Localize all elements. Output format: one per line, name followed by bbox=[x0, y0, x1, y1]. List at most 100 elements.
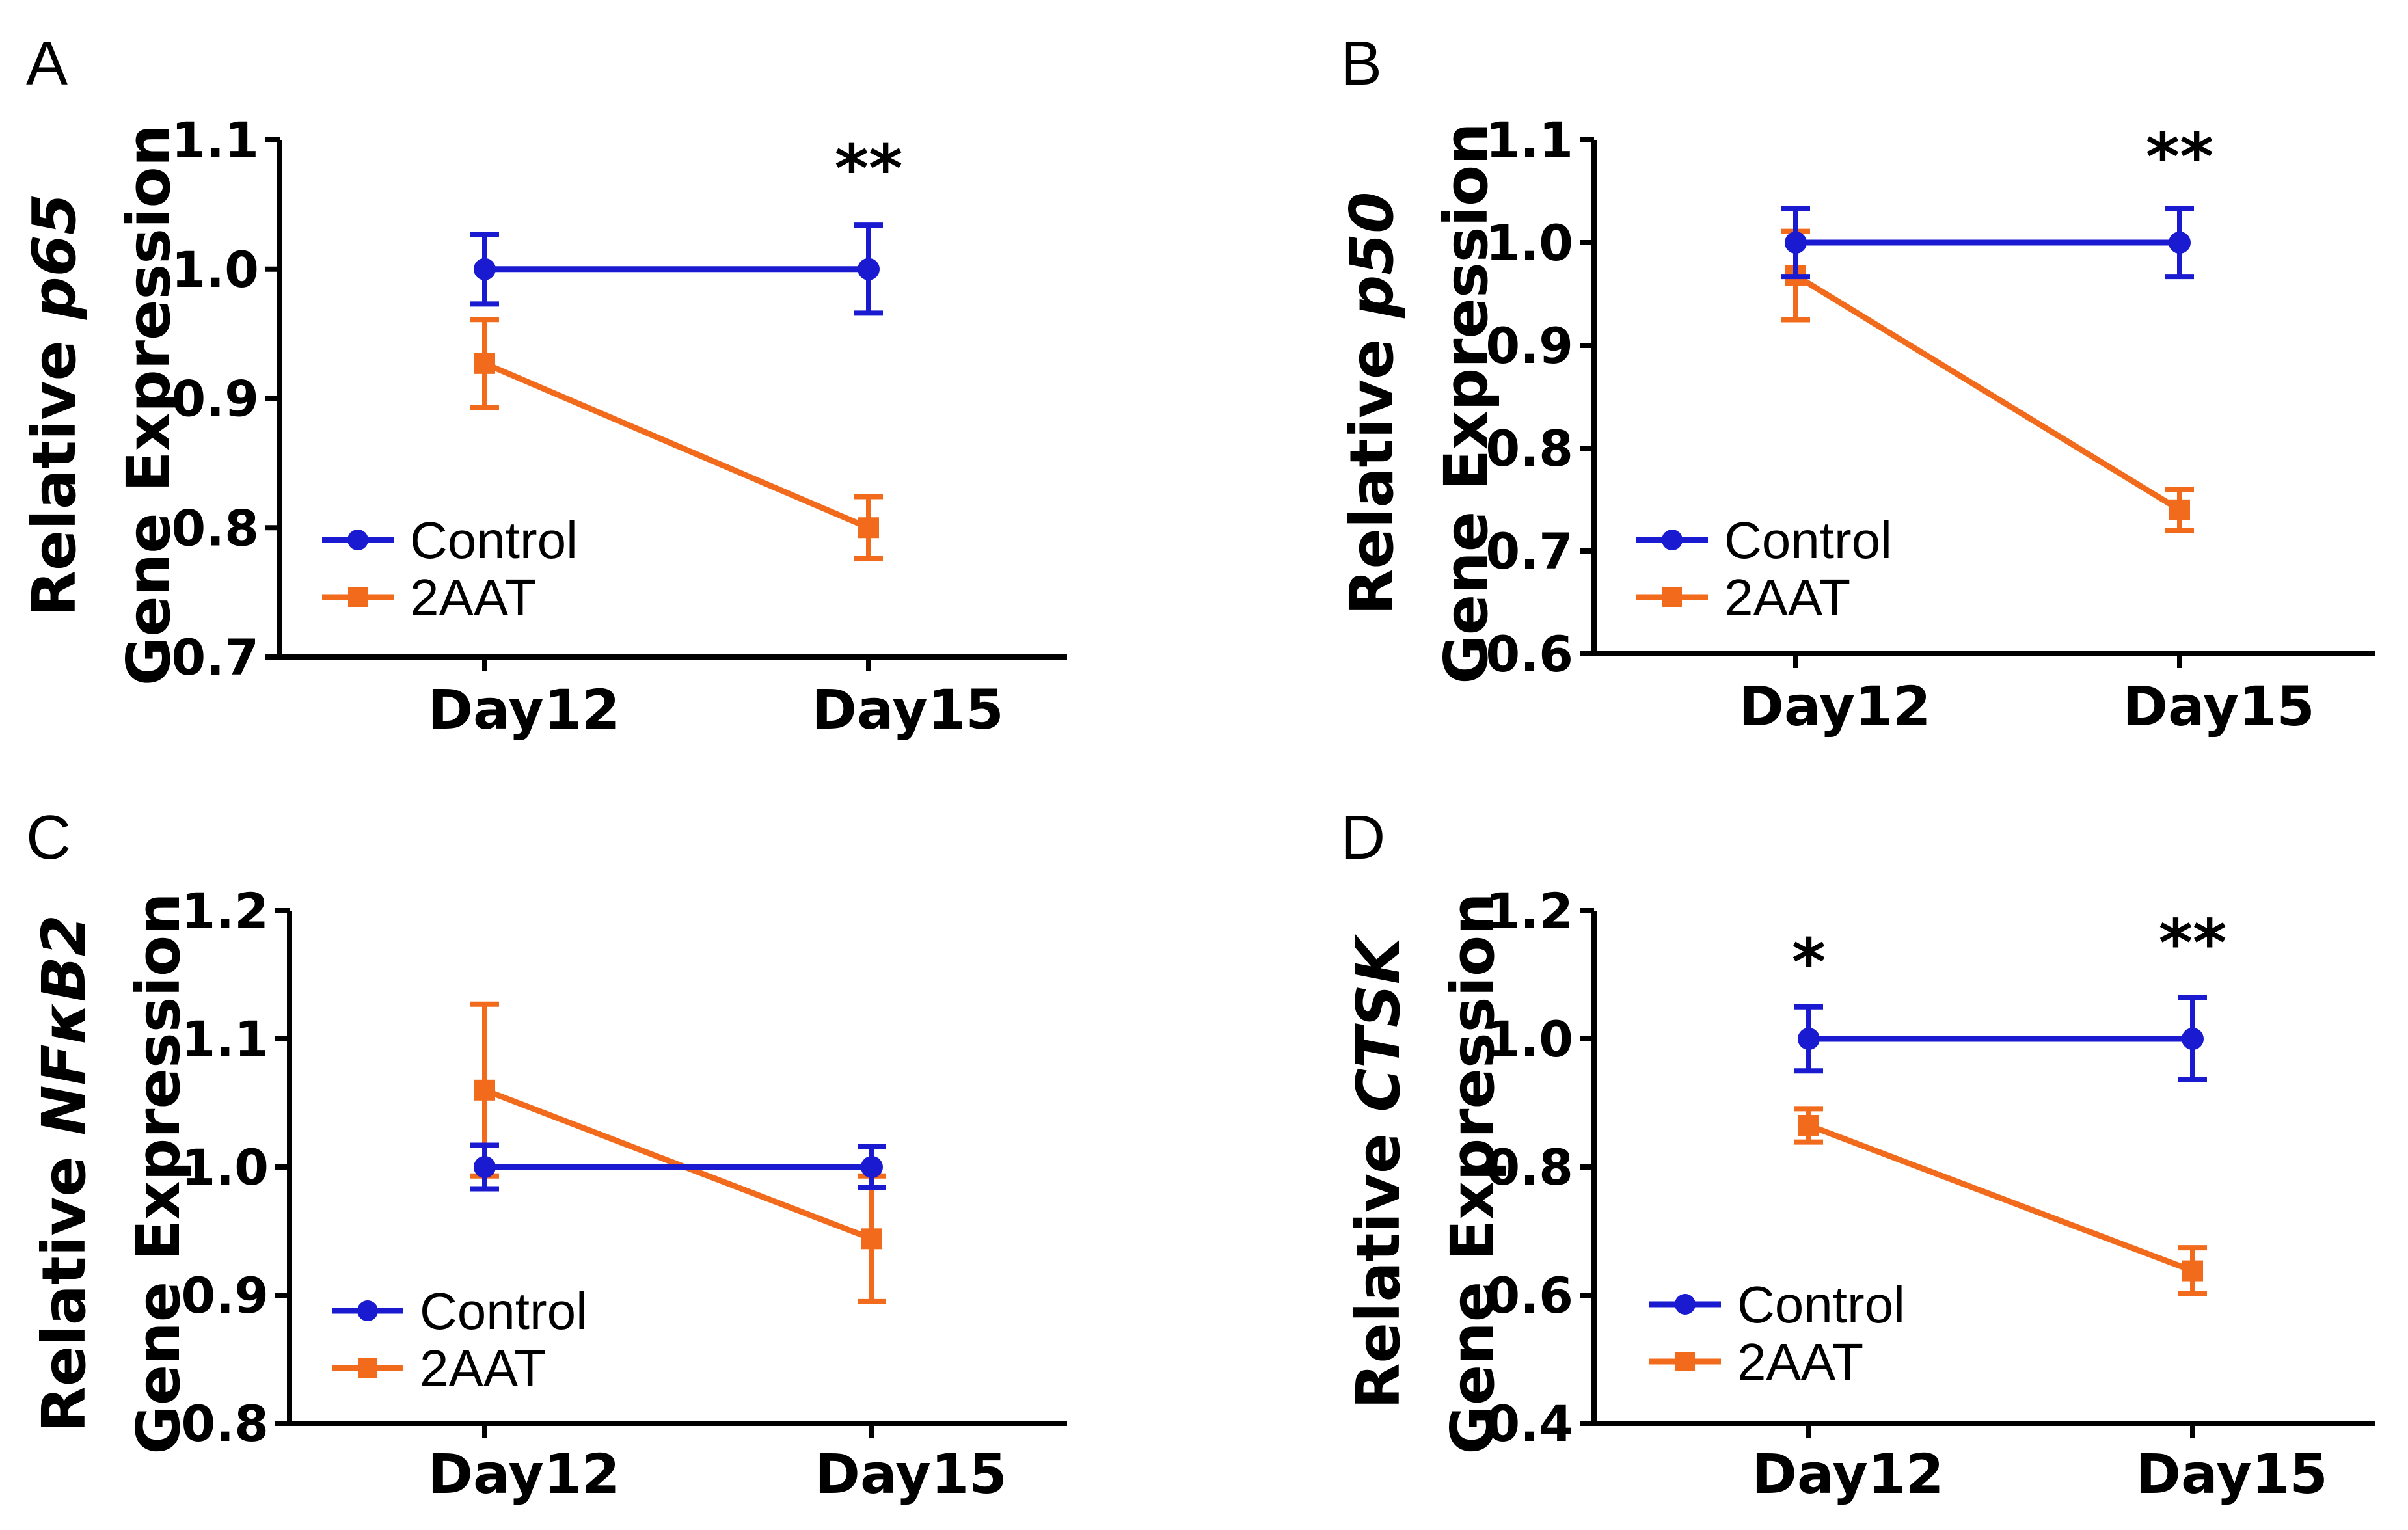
data-point-2aat bbox=[858, 517, 879, 539]
y-tick-label: 0.9 bbox=[181, 1267, 269, 1324]
legend-entry: Control bbox=[1724, 511, 1892, 569]
series-2aat bbox=[470, 1001, 886, 1304]
y-axis-label: Relative NFκB2 bbox=[29, 915, 99, 1432]
data-point-control bbox=[474, 258, 496, 280]
data-point-control bbox=[2182, 1028, 2204, 1050]
y-axis-label: Relative p50 bbox=[1337, 192, 1407, 615]
data-point-control bbox=[1785, 232, 1807, 254]
legend-entry: 2AAT bbox=[1724, 569, 1850, 626]
y-tick-label: 0.7 bbox=[1485, 522, 1573, 580]
y-tick-label: 0.8 bbox=[181, 1395, 269, 1453]
y-axis-label-line2: Gene Expression bbox=[1431, 122, 1501, 684]
legend-marker-control bbox=[1662, 530, 1683, 550]
y-tick-label: 0.6 bbox=[1485, 625, 1573, 683]
y-tick-label: 1.2 bbox=[1485, 882, 1573, 940]
series-line-2aat bbox=[483, 360, 870, 531]
y-tick-label: 0.8 bbox=[1485, 1138, 1573, 1196]
legend-entry: Control bbox=[410, 511, 578, 569]
y-axis-label-prefix: Relative bbox=[20, 319, 89, 617]
panel-letter: A bbox=[26, 29, 68, 98]
y-axis-label-line2: Gene Expression bbox=[124, 892, 193, 1454]
y-tick-label: 0.6 bbox=[1485, 1267, 1573, 1324]
data-point-2aat bbox=[861, 1228, 882, 1250]
y-axis-label: Relative p65 bbox=[20, 193, 89, 617]
series-control bbox=[470, 1142, 886, 1192]
data-point-2aat bbox=[2169, 499, 2190, 520]
legend-marker-control bbox=[1675, 1294, 1696, 1315]
significance-marker: ** bbox=[2146, 119, 2214, 195]
legend-entry: Control bbox=[1737, 1276, 1905, 1334]
legend-marker-2aat bbox=[1675, 1352, 1695, 1371]
y-axis-label-gene: CTSK bbox=[1344, 934, 1413, 1112]
y-axis-label-line2: Gene Expression bbox=[1438, 892, 1508, 1454]
series-2aat bbox=[1781, 228, 2194, 533]
y-axis-label-line2: Gene Expression bbox=[114, 124, 183, 686]
legend-entry: 2AAT bbox=[1737, 1333, 1863, 1391]
series-line-2aat bbox=[1807, 1122, 2194, 1274]
legend-entry: 2AAT bbox=[420, 1339, 546, 1397]
y-axis-label-gene: p50 bbox=[1337, 192, 1407, 319]
data-point-control bbox=[2169, 232, 2191, 254]
y-axis-label-prefix: Relative bbox=[1344, 1112, 1413, 1410]
y-tick-label: 0.4 bbox=[1485, 1395, 1573, 1453]
significance-marker: * bbox=[1792, 924, 1826, 1000]
series-control bbox=[1781, 206, 2194, 280]
chart-panel-d: D 0.4 0.6 0.8 1.0 1.2 Day12 Day15 Relative CTSK G… bbox=[1340, 803, 2375, 1506]
series-line-2aat bbox=[1794, 273, 2182, 513]
legend-marker-2aat bbox=[348, 587, 368, 607]
panel-letter: B bbox=[1340, 29, 1382, 98]
series-2aat bbox=[470, 317, 883, 561]
y-tick-label: 1.1 bbox=[1485, 111, 1573, 169]
data-point-control bbox=[1798, 1028, 1820, 1050]
x-tick-label: Day15 bbox=[815, 1442, 1007, 1506]
y-tick-label: 1.1 bbox=[171, 111, 259, 169]
x-tick-label: Day15 bbox=[811, 678, 1003, 742]
legend-marker-control bbox=[347, 530, 368, 550]
significance-marker: ** bbox=[835, 131, 903, 207]
y-tick-label: 0.7 bbox=[171, 628, 259, 686]
y-tick-label: 1.0 bbox=[181, 1138, 269, 1196]
x-tick-label: Day12 bbox=[427, 678, 619, 742]
y-tick-label: 0.8 bbox=[171, 499, 259, 557]
legend-entry: 2AAT bbox=[410, 569, 536, 626]
significance-marker: ** bbox=[2159, 905, 2227, 981]
data-point-2aat bbox=[2182, 1260, 2203, 1282]
data-point-control bbox=[858, 258, 880, 280]
chart-panel-b: B 0.6 0.7 0.8 0.9 1.0 1.1 Day12 Day15 Relative p5… bbox=[1337, 29, 2375, 738]
legend-marker-2aat bbox=[1662, 587, 1682, 607]
legend-marker-2aat bbox=[358, 1358, 377, 1378]
x-tick-label: Day15 bbox=[2122, 675, 2314, 738]
legend-marker-control bbox=[357, 1300, 378, 1321]
y-axis-label-gene: NFκB2 bbox=[29, 915, 99, 1135]
y-tick-label: 1.0 bbox=[1485, 1010, 1573, 1068]
data-point-control bbox=[474, 1156, 496, 1178]
y-axis-label-prefix: Relative bbox=[1337, 318, 1407, 615]
series-control bbox=[470, 222, 883, 316]
y-axis-label: Relative CTSK bbox=[1344, 934, 1413, 1409]
y-tick-label: 1.0 bbox=[1485, 214, 1573, 272]
data-point-control bbox=[861, 1156, 883, 1178]
y-tick-label: 0.9 bbox=[171, 370, 259, 428]
y-tick-label: 0.8 bbox=[1485, 420, 1573, 477]
chart-panel-a: A 0.7 0.8 0.9 1.0 1.1 Day12 Day15 Relative p65 Ge… bbox=[20, 29, 1067, 742]
series-control bbox=[1794, 995, 2207, 1083]
data-point-2aat bbox=[474, 353, 495, 374]
y-tick-label: 0.9 bbox=[1485, 317, 1573, 375]
panel-letter: C bbox=[26, 803, 71, 872]
series-2aat bbox=[1794, 1106, 2207, 1297]
chart-panel-c: C 0.8 0.9 1.0 1.1 1.2 Day12 Day15 Relative NFκB2… bbox=[26, 803, 1067, 1506]
x-tick-label: Day12 bbox=[1738, 675, 1930, 738]
x-tick-label: Day12 bbox=[1752, 1442, 1943, 1506]
y-axis-label-prefix: Relative bbox=[29, 1135, 99, 1432]
data-point-2aat bbox=[1798, 1114, 1819, 1136]
x-tick-label: Day12 bbox=[427, 1442, 619, 1506]
y-tick-label: 1.1 bbox=[181, 1010, 269, 1068]
y-tick-label: 1.0 bbox=[171, 241, 259, 299]
panel-letter: D bbox=[1340, 803, 1385, 872]
y-axis-label-gene: p65 bbox=[20, 193, 89, 320]
legend-entry: Control bbox=[420, 1282, 588, 1340]
